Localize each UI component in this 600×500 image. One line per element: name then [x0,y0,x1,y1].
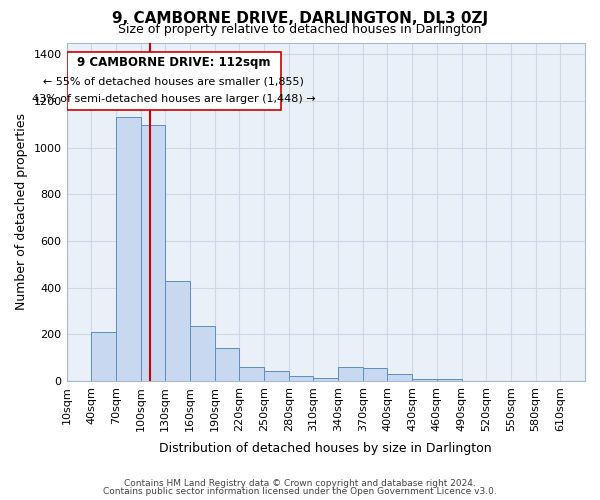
Bar [116,117,140,381]
Bar [264,370,289,381]
Text: Contains public sector information licensed under the Open Government Licence v3: Contains public sector information licen… [103,487,497,496]
Text: ← 55% of detached houses are smaller (1,855): ← 55% of detached houses are smaller (1,… [43,76,304,86]
Bar [289,376,313,381]
X-axis label: Distribution of detached houses by size in Darlington: Distribution of detached houses by size … [160,442,492,455]
Text: 9, CAMBORNE DRIVE, DARLINGTON, DL3 0ZJ: 9, CAMBORNE DRIVE, DARLINGTON, DL3 0ZJ [112,11,488,26]
Bar [363,368,388,381]
Bar [91,332,116,381]
Bar [313,378,338,381]
Text: 9 CAMBORNE DRIVE: 112sqm: 9 CAMBORNE DRIVE: 112sqm [77,56,271,69]
Bar [140,126,165,381]
Text: 43% of semi-detached houses are larger (1,448) →: 43% of semi-detached houses are larger (… [32,94,316,104]
Bar [388,374,412,381]
Bar [215,348,239,381]
Bar [239,367,264,381]
Bar [412,378,437,381]
Text: Size of property relative to detached houses in Darlington: Size of property relative to detached ho… [118,23,482,36]
FancyBboxPatch shape [67,52,281,110]
Y-axis label: Number of detached properties: Number of detached properties [15,114,28,310]
Bar [165,280,190,381]
Bar [190,326,215,381]
Text: Contains HM Land Registry data © Crown copyright and database right 2024.: Contains HM Land Registry data © Crown c… [124,479,476,488]
Bar [437,378,461,381]
Bar [338,367,363,381]
